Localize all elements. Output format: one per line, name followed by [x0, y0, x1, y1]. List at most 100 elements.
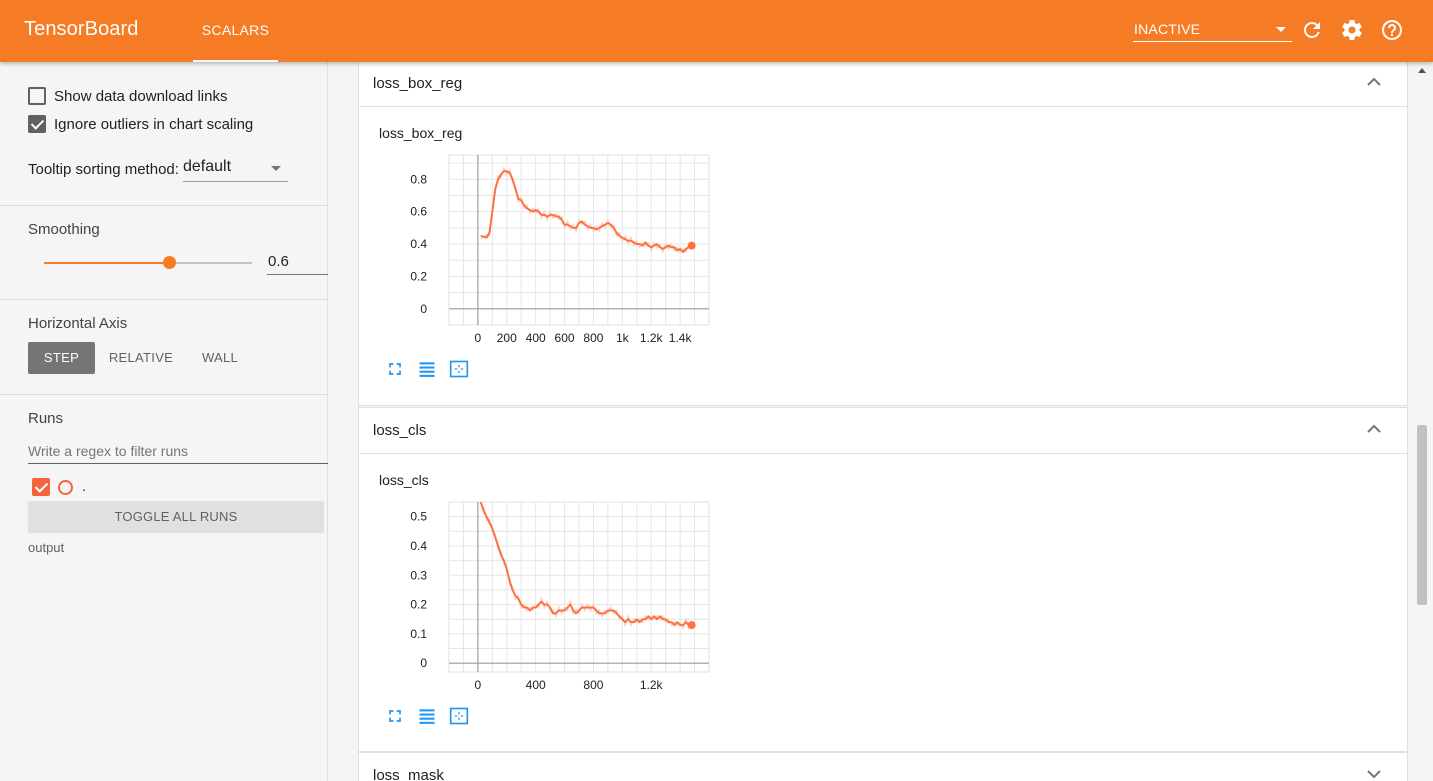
category-header[interactable]: loss_cls — [359, 408, 1407, 454]
chevron-down-icon — [271, 166, 281, 171]
help-icon[interactable] — [1380, 18, 1404, 42]
sidebar: Show data download links Ignore outliers… — [0, 62, 328, 781]
x-tick-label: 800 — [583, 678, 603, 692]
smoothed-series-line — [479, 501, 692, 627]
ignore-outliers-label: Ignore outliers in chart scaling — [54, 115, 254, 133]
refresh-icon[interactable] — [1300, 18, 1324, 42]
tooltip-sorting-value: default — [183, 158, 232, 175]
category-title: loss_box_reg — [373, 75, 463, 92]
x-tick-label: 0 — [475, 678, 482, 692]
inactive-plugins-dropdown[interactable]: INACTIVE — [1133, 16, 1292, 42]
x-tick-label: 400 — [526, 678, 546, 692]
runs-title: Runs — [28, 410, 64, 427]
chart-grid — [448, 501, 710, 672]
category-title: loss_cls — [373, 422, 427, 439]
axis-step-button[interactable]: STEP — [28, 342, 95, 374]
series-end-point — [687, 241, 696, 250]
fit-domain-icon[interactable] — [449, 359, 469, 379]
main-content: loss_box_reg loss_box_reg 0 0.2 0.4 0.6 0.8 0… — [328, 60, 1433, 781]
y-tick-label: 0.2 — [410, 269, 427, 283]
tooltip-sorting-dropdown[interactable]: default — [183, 157, 288, 182]
chevron-up-icon[interactable] — [1367, 424, 1381, 434]
runs-filter-placeholder: Write a regex to filter runs — [28, 443, 189, 459]
chevron-down-icon[interactable] — [1367, 769, 1381, 779]
runs-filter-input[interactable]: Write a regex to filter runs — [28, 439, 328, 464]
fit-domain-icon[interactable] — [449, 706, 469, 726]
y-tick-label: 0.8 — [410, 172, 427, 186]
axis-relative-button[interactable]: RELATIVE — [108, 350, 174, 365]
smoothing-slider[interactable] — [44, 256, 252, 269]
x-tick-label: 800 — [583, 331, 603, 345]
log-scale-icon[interactable] — [417, 359, 437, 379]
raw-series-line — [480, 165, 693, 255]
y-tick-label: 0 — [420, 302, 427, 316]
horizontal-axis-title: Horizontal Axis — [28, 315, 128, 332]
chart-title: loss_cls — [379, 472, 429, 488]
show-download-links-label: Show data download links — [54, 87, 228, 105]
top-app-bar: TensorBoard SCALARS INACTIVE — [0, 0, 1433, 62]
axis-wall-button[interactable]: WALL — [201, 350, 239, 365]
chart-grid — [448, 155, 710, 326]
smoothing-value: 0.6 — [268, 253, 289, 270]
series-end-point — [687, 621, 696, 630]
smoothing-section — [0, 206, 328, 300]
ignore-outliers-option[interactable]: Ignore outliers in chart scaling — [28, 114, 253, 134]
horizontal-axis-section — [0, 300, 328, 395]
x-tick-label: 0 — [475, 331, 482, 345]
loss-box-reg-chart[interactable]: 0 0.2 0.4 0.6 0.8 0 200 400 600 800 1k 1.2k 1.4k — [359, 145, 739, 355]
x-tick-label: 600 — [555, 331, 575, 345]
y-tick-label: 0.5 — [410, 510, 427, 524]
run-checkbox[interactable] — [32, 478, 50, 496]
main-scrollbar[interactable] — [1413, 62, 1433, 781]
category-title: loss_mask — [373, 767, 444, 781]
y-tick-label: 0.1 — [410, 627, 427, 641]
run-name: . — [82, 478, 86, 494]
ignore-outliers-checkbox[interactable] — [28, 115, 46, 133]
y-tick-label: 0 — [420, 656, 427, 670]
smoothing-slider-knob[interactable] — [162, 256, 176, 269]
scrollbar-thumb[interactable] — [1417, 425, 1427, 605]
inactive-dropdown-value: INACTIVE — [1134, 21, 1201, 37]
toggle-all-runs-button[interactable]: TOGGLE ALL RUNS — [28, 501, 324, 533]
x-tick-label: 400 — [526, 331, 546, 345]
category-header[interactable]: loss_mask — [359, 753, 1407, 781]
plot-area — [448, 501, 710, 673]
tab-scalars[interactable]: SCALARS — [193, 0, 278, 62]
fullscreen-icon[interactable] — [385, 706, 405, 726]
smoothing-value-input[interactable]: 0.6 — [267, 251, 328, 275]
run-radio-button[interactable] — [58, 480, 73, 495]
tab-scalars-label: SCALARS — [201, 22, 270, 38]
smoothed-series-line — [480, 170, 693, 254]
smoothing-title: Smoothing — [28, 221, 100, 238]
smoothing-slider-fill — [44, 262, 169, 264]
app-title: TensorBoard — [24, 18, 139, 40]
plot-area — [448, 154, 710, 326]
chart-title: loss_box_reg — [379, 125, 463, 141]
chevron-up-icon[interactable] — [1367, 77, 1381, 87]
x-tick-label: 200 — [497, 331, 517, 345]
x-tick-label: 1.4k — [669, 331, 693, 345]
scroll-up-arrow[interactable] — [1418, 68, 1426, 73]
category-header[interactable]: loss_box_reg — [359, 61, 1407, 107]
raw-series-line — [480, 504, 693, 631]
tooltip-sorting-label: Tooltip sorting method: — [28, 161, 179, 178]
y-tick-label: 0.4 — [410, 237, 427, 251]
show-download-links-checkbox[interactable] — [28, 87, 46, 105]
output-directory-label: output — [28, 540, 65, 555]
y-tick-label: 0.2 — [410, 598, 427, 612]
active-tab-indicator — [193, 60, 278, 62]
category-card-loss-mask: loss_mask — [358, 752, 1408, 781]
chart-options-section — [0, 62, 328, 206]
fullscreen-icon[interactable] — [385, 359, 405, 379]
show-download-links-option[interactable]: Show data download links — [28, 86, 227, 106]
loss-cls-chart[interactable]: 0 0.1 0.2 0.3 0.4 0.5 0 400 800 1.2k — [359, 492, 739, 702]
x-tick-label: 1.2k — [640, 331, 664, 345]
gear-icon[interactable] — [1340, 18, 1364, 42]
y-tick-label: 0.6 — [410, 205, 427, 219]
y-tick-label: 0.3 — [410, 568, 427, 582]
log-scale-icon[interactable] — [417, 706, 437, 726]
category-card-loss-box-reg: loss_box_reg loss_box_reg 0 0.2 0.4 0.6 0.8 0… — [358, 60, 1408, 406]
category-card-loss-cls: loss_cls loss_cls 0 0.1 0.2 0.3 0.4 0.5 0 400 80… — [358, 407, 1408, 752]
x-tick-label: 1k — [616, 331, 630, 345]
x-tick-label: 1.2k — [640, 678, 664, 692]
